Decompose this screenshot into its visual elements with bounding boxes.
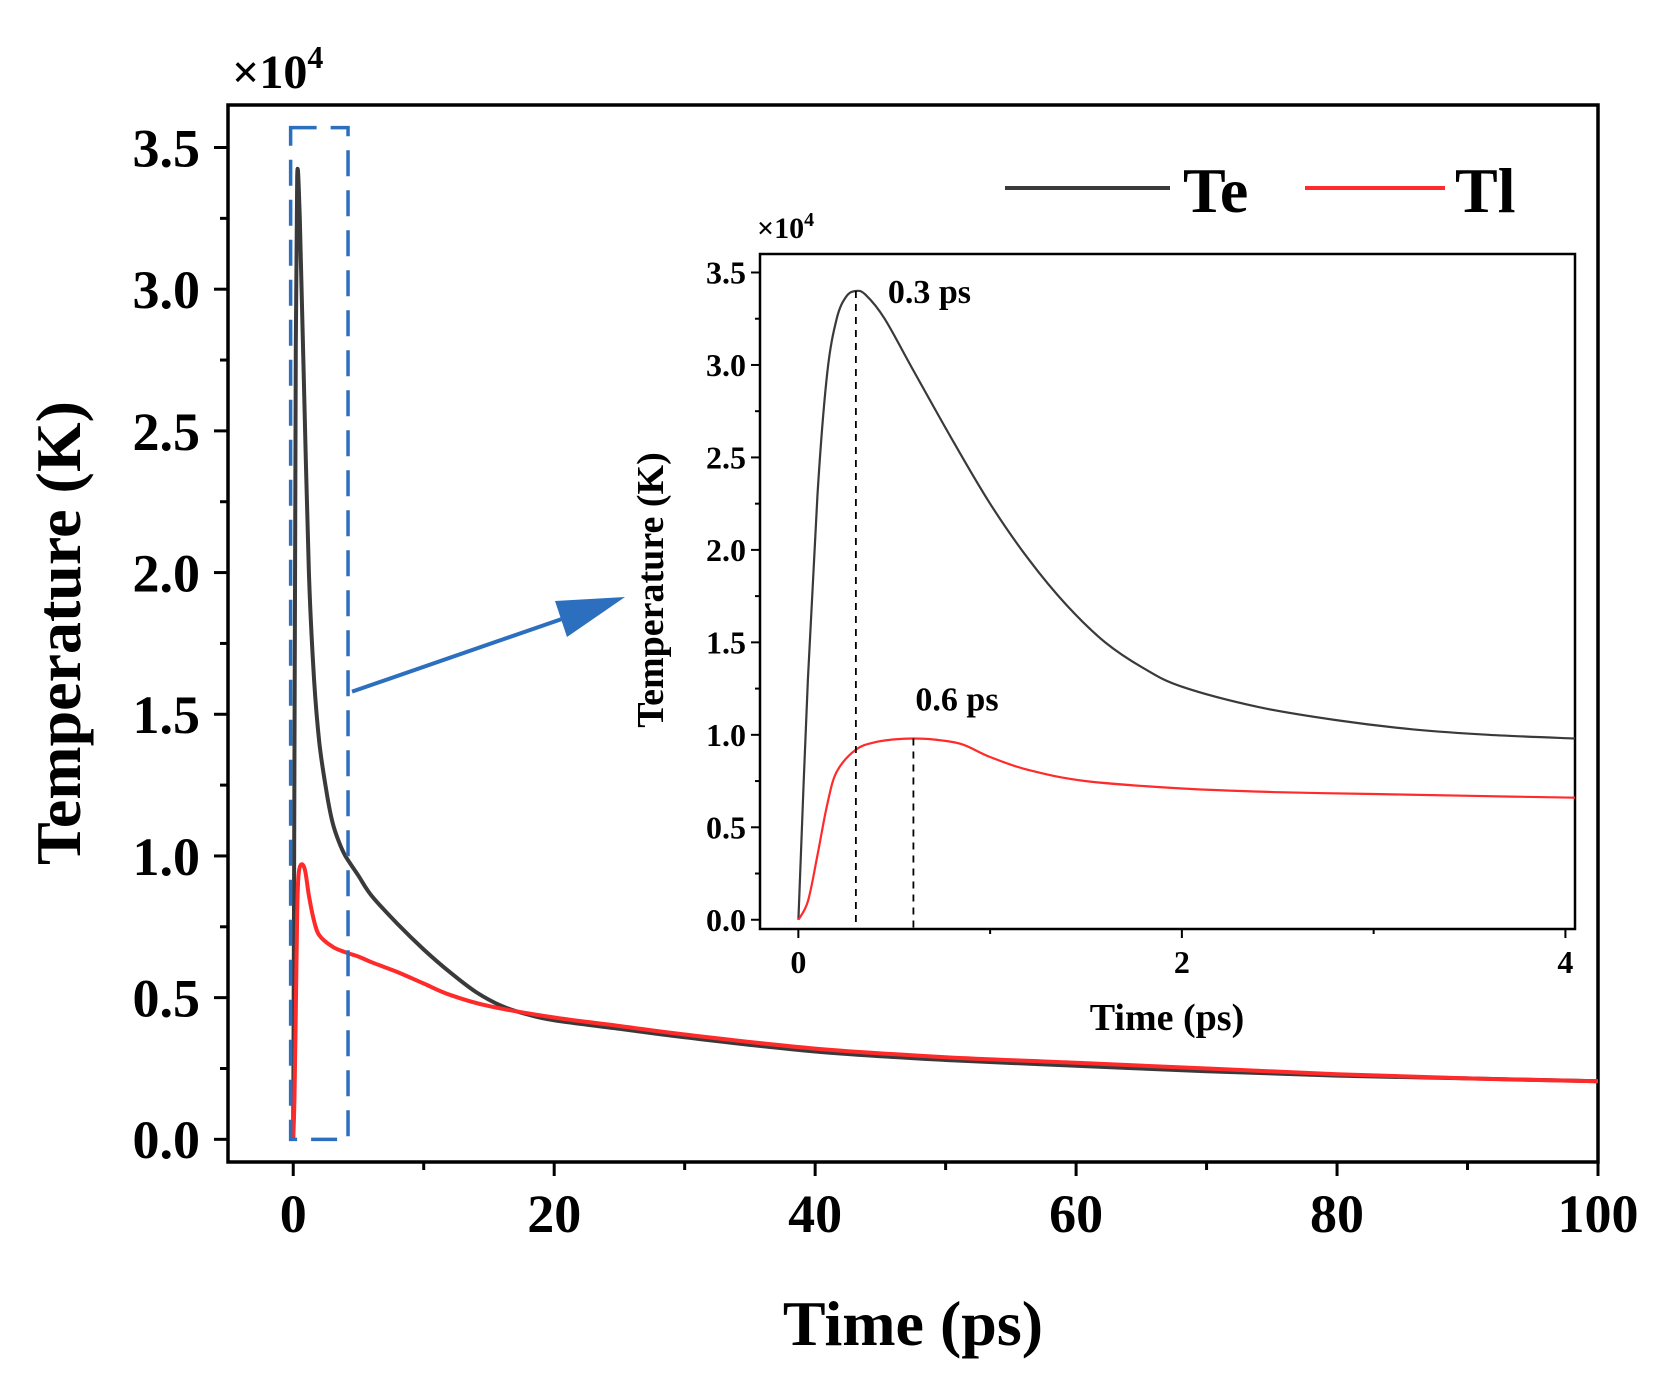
- y-tick-label: 1.5: [706, 625, 746, 661]
- y-tick-label: 1.0: [133, 827, 201, 887]
- main-annotations: [288, 125, 625, 1142]
- series-line-tl: [291, 862, 1599, 1140]
- inset-background: [757, 252, 1573, 932]
- peak-marker-label: 0.6 ps: [915, 682, 998, 719]
- x-tick-label: 80: [1310, 1184, 1364, 1244]
- y-tick-label: 1.5: [133, 685, 201, 745]
- y-tick-label: 0.5: [706, 809, 746, 845]
- legend: Te Tl: [1005, 155, 1515, 226]
- x-tick-label: 100: [1558, 1184, 1639, 1244]
- x-tick-label: 2: [1174, 944, 1190, 980]
- y-tick-label: 3.0: [706, 347, 746, 383]
- y-tick-label: 0.0: [706, 902, 746, 938]
- inset-multiplier: ×104: [757, 209, 814, 245]
- inset-plot: 0 2 4 0.0 0.5 1.0 1.5 2.0 2.5 3.0 3.5 0.3 ps 0.6 ps…: [630, 209, 1577, 1039]
- series-line-tl: [797, 737, 1576, 921]
- zoom-region-box: [288, 125, 350, 1142]
- inset-series: [797, 289, 1576, 921]
- main-y-axis-label: Temperature (K): [23, 401, 94, 865]
- x-tick-label: 4: [1557, 944, 1573, 980]
- y-tick-label: 3.5: [706, 255, 746, 291]
- zoom-arrow-line: [351, 609, 586, 694]
- series-line-te: [797, 289, 1576, 920]
- x-tick-label: 20: [527, 1184, 581, 1244]
- legend-te-label: Te: [1183, 155, 1248, 226]
- x-tick-label: 40: [788, 1184, 842, 1244]
- x-tick-label: 60: [1049, 1184, 1103, 1244]
- y-tick-label: 3.0: [133, 260, 201, 320]
- y-tick-label: 0.5: [133, 969, 201, 1029]
- x-tick-label: 0: [790, 944, 806, 980]
- y-tick-label: 2.5: [133, 402, 201, 462]
- main-multiplier: ×104: [232, 39, 323, 99]
- inset-x-axis-label: Time (ps): [1090, 997, 1244, 1039]
- inset-axis-ticks: 0 2 4 0.0 0.5 1.0 1.5 2.0 2.5 3.0 3.5: [706, 255, 1573, 980]
- y-tick-label: 1.0: [706, 717, 746, 753]
- series-line-te: [291, 166, 1599, 1140]
- main-plot-frame: [226, 103, 1600, 1164]
- main-series: [291, 166, 1599, 1140]
- zoom-arrow-head: [555, 597, 625, 637]
- y-tick-label: 2.0: [133, 543, 201, 603]
- inset-annotations: 0.3 ps 0.6 ps: [854, 274, 999, 929]
- y-tick-label: 0.0: [133, 1110, 201, 1170]
- main-x-axis-label: Time (ps): [783, 1288, 1043, 1359]
- y-tick-label: 2.5: [706, 440, 746, 476]
- inset-plot-frame: [758, 252, 1577, 931]
- legend-tl-label: Tl: [1455, 155, 1515, 226]
- peak-marker-label: 0.3 ps: [888, 274, 971, 311]
- y-tick-label: 2.0: [706, 532, 746, 568]
- y-tick-label: 3.5: [133, 118, 201, 178]
- x-tick-label: 0: [280, 1184, 307, 1244]
- inset-y-axis-label: Temperature (K): [630, 452, 672, 727]
